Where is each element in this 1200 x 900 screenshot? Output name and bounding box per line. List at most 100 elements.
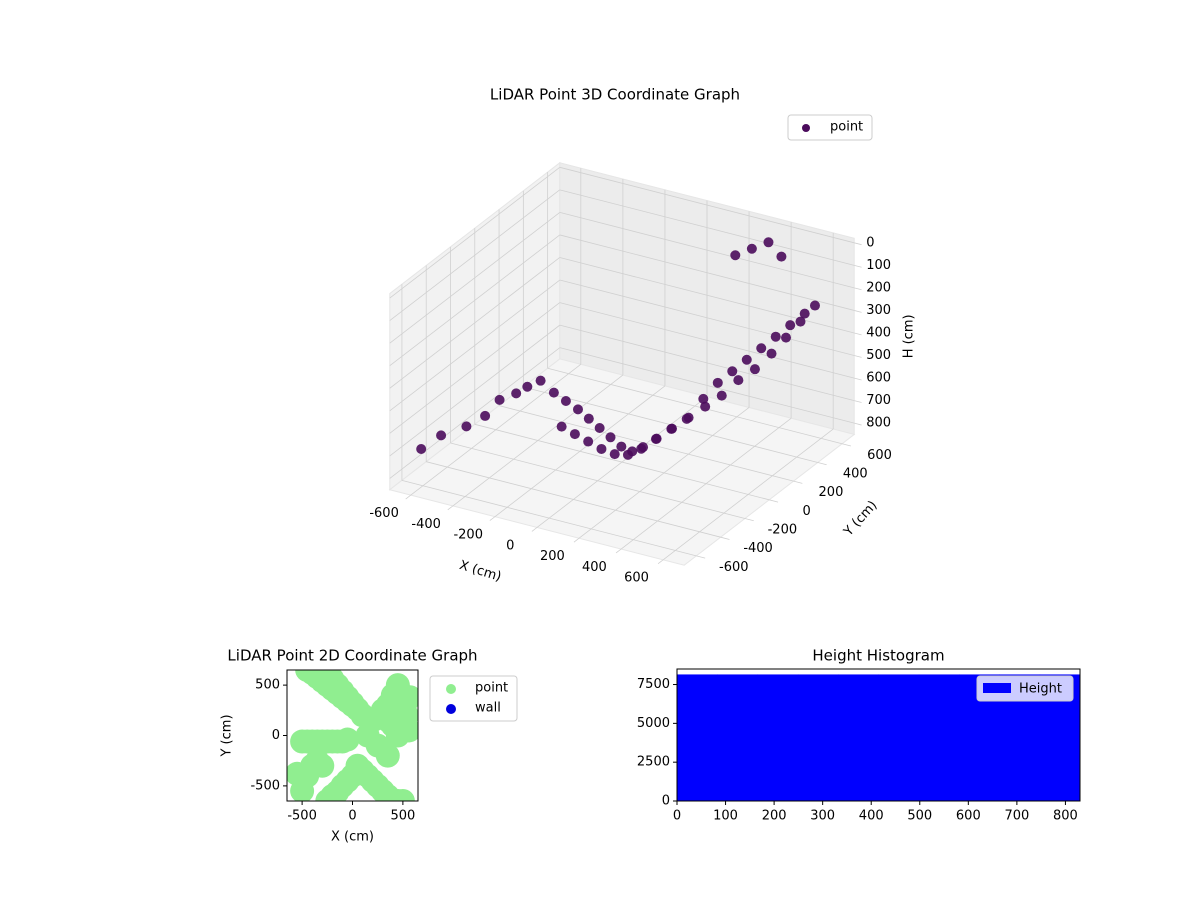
y-tick-label: 7500 <box>637 677 670 692</box>
point <box>698 393 709 404</box>
x-tick-label: 700 <box>1004 809 1029 824</box>
tick-mark <box>657 559 664 565</box>
point <box>480 410 491 421</box>
point <box>716 390 727 401</box>
grid-line <box>559 302 855 379</box>
y-tick-label: 0 <box>272 728 280 743</box>
y-tick-label: 0 <box>662 794 670 809</box>
point <box>335 727 360 752</box>
point <box>596 443 607 454</box>
point <box>799 308 810 319</box>
point <box>776 251 787 262</box>
point <box>616 441 627 452</box>
point <box>511 388 522 399</box>
point <box>548 387 559 398</box>
point <box>683 412 694 423</box>
legend-label: Height <box>1019 682 1062 697</box>
y-tick-label: -400 <box>743 541 773 556</box>
legend-box <box>976 675 1074 702</box>
y-tick-label: 200 <box>819 485 844 500</box>
chart-title: Height Histogram <box>812 647 944 665</box>
grid-line <box>401 479 697 557</box>
z-axis-label: H (cm) <box>902 314 917 358</box>
x-tick-label: 0 <box>673 809 681 824</box>
bar <box>757 674 799 801</box>
grid-line <box>389 166 561 299</box>
point <box>461 421 472 432</box>
tick-mark <box>720 536 730 540</box>
grid-line <box>547 367 843 445</box>
grid-line <box>559 234 855 311</box>
y-tick-label: -200 <box>768 523 798 538</box>
point <box>766 348 777 359</box>
tick-mark <box>793 480 803 484</box>
grid-line <box>389 212 561 344</box>
y-tick-label: 0 <box>803 504 811 519</box>
chart-title: LiDAR Point 2D Coordinate Graph <box>227 647 477 665</box>
tick-mark <box>769 499 779 503</box>
x-tick-label: -500 <box>287 809 317 824</box>
grid-line <box>559 279 855 356</box>
tick-mark <box>615 548 622 554</box>
bar <box>878 674 920 801</box>
grid-line <box>389 257 561 389</box>
y-axis-label: Y (cm) <box>841 498 881 540</box>
point <box>556 421 567 432</box>
point <box>712 377 723 388</box>
point <box>609 449 620 460</box>
grid-line <box>426 461 721 538</box>
x-tick-label: 500 <box>907 809 932 824</box>
point <box>622 449 633 460</box>
z-tick-label: 400 <box>866 325 891 340</box>
point <box>494 394 505 405</box>
tick-mark <box>854 355 862 358</box>
y-tick-label: -500 <box>250 778 280 793</box>
plot-frame <box>676 668 1081 802</box>
point <box>727 366 738 377</box>
x-tick-label: -600 <box>369 506 399 521</box>
point <box>310 753 335 778</box>
bar <box>677 674 718 801</box>
y-tick-label: 600 <box>867 448 892 463</box>
tick-mark <box>744 518 754 522</box>
point <box>651 433 662 444</box>
x-tick-label: 400 <box>582 560 607 575</box>
x-tick-label: 600 <box>956 809 981 824</box>
point <box>397 685 418 710</box>
point <box>666 423 677 434</box>
point <box>741 354 752 365</box>
legend-marker <box>446 704 456 714</box>
tick-mark <box>696 555 706 559</box>
point <box>781 332 792 343</box>
point <box>749 364 760 375</box>
tick-mark <box>531 527 538 532</box>
y-tick-label: -600 <box>719 560 749 575</box>
legend-box <box>787 114 873 141</box>
grid-line <box>559 212 855 289</box>
y-axis-label: Y (cm) <box>220 714 235 757</box>
point <box>583 436 594 447</box>
tick-mark <box>854 242 862 246</box>
point <box>770 331 781 342</box>
y-tick-label: 500 <box>255 678 280 693</box>
grid-line <box>474 423 770 501</box>
point <box>569 429 580 440</box>
x-tick-label: -400 <box>411 517 441 532</box>
y-tick-label: 400 <box>843 467 868 482</box>
tick-mark <box>854 377 862 381</box>
tick-mark <box>489 516 496 521</box>
point <box>416 443 427 454</box>
tick-mark <box>854 310 862 313</box>
z-tick-label: 800 <box>866 416 891 431</box>
point <box>605 432 616 443</box>
point <box>785 320 796 331</box>
point <box>522 381 533 392</box>
tick-mark <box>447 505 454 511</box>
point <box>809 300 820 311</box>
legend-label: wall <box>475 701 501 716</box>
grid-line <box>389 347 561 479</box>
x-tick-label: 400 <box>859 809 884 824</box>
grid-line <box>389 234 561 367</box>
tick-mark <box>854 332 862 336</box>
point <box>594 422 605 433</box>
